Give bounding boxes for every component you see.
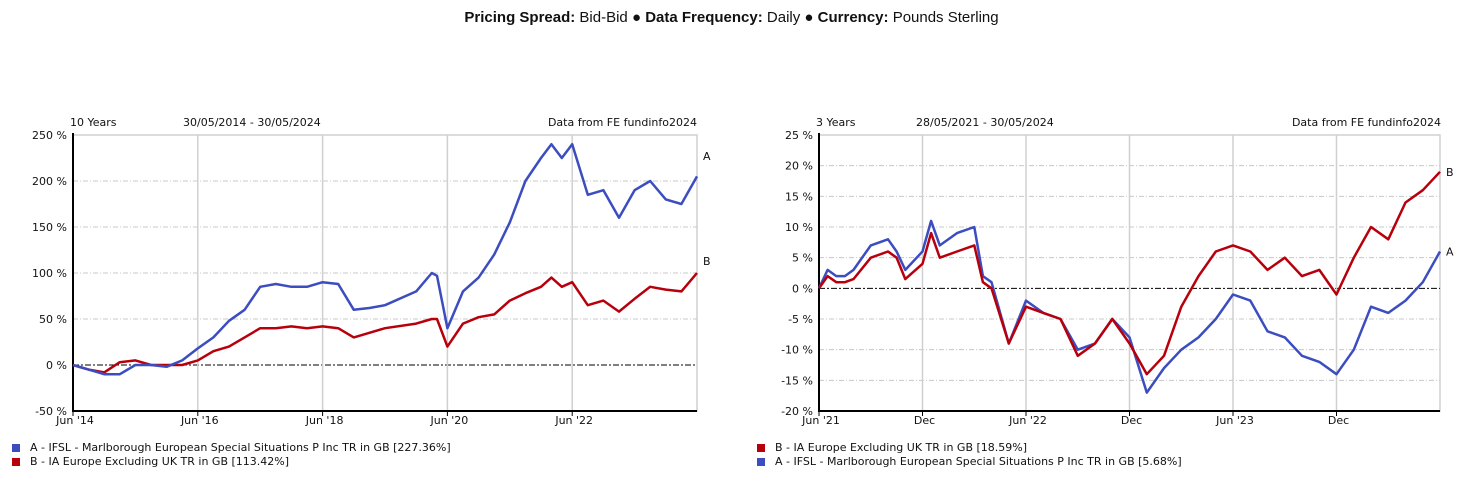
x-tick-label: Dec (1121, 414, 1142, 427)
currency-label: Currency: (817, 9, 889, 26)
y-tick-label: -20 % (781, 405, 813, 418)
x-tick-label: Jun '20 (430, 414, 469, 427)
y-tick-label: 0 % (46, 359, 67, 372)
y-tick-label: 100 % (32, 267, 67, 280)
legend-item: A - IFSL - Marlborough European Special … (757, 455, 1182, 469)
legend-swatch-icon (757, 444, 765, 452)
y-tick-label: 0 % (792, 282, 813, 295)
y-tick-label: 20 % (785, 160, 813, 173)
legend-3-years: B - IA Europe Excluding UK TR in GB [18.… (757, 441, 1182, 469)
y-tick-label: 50 % (39, 313, 67, 326)
x-tick-label: Dec (1328, 414, 1349, 427)
data-source: Data from FE fundinfo2024 (1292, 116, 1441, 129)
legend-item: A - IFSL - Marlborough European Special … (12, 441, 451, 455)
legend-item: B - IA Europe Excluding UK TR in GB [113… (12, 455, 451, 469)
y-tick-label: 10 % (785, 221, 813, 234)
data-frequency-label: Data Frequency: (645, 9, 763, 26)
period-label: 10 Years (70, 116, 117, 129)
x-tick-label: Jun '22 (1008, 414, 1047, 427)
pricing-spread-label: Pricing Spread: (464, 9, 576, 26)
x-tick-label: Jun '22 (554, 414, 593, 427)
legend-swatch-icon (12, 458, 20, 466)
x-tick-label: Jun '21 (801, 414, 840, 427)
y-tick-label: 25 % (785, 129, 813, 142)
y-tick-label: 150 % (32, 221, 67, 234)
y-tick-label: 200 % (32, 175, 67, 188)
x-tick-label: Jun '23 (1215, 414, 1254, 427)
y-tick-label: -15 % (781, 374, 813, 387)
legend-swatch-icon (757, 458, 765, 466)
chart-header: Pricing Spread: Bid-Bid ● Data Frequency… (0, 9, 1463, 26)
separator-2: ● (804, 9, 814, 26)
series-end-label: A (703, 150, 711, 163)
series-line-b (817, 170, 1441, 376)
period-label: 3 Years (816, 116, 856, 129)
x-tick-label: Dec (914, 414, 935, 427)
legend-swatch-icon (12, 444, 20, 452)
legend-10-years: A - IFSL - Marlborough European Special … (12, 441, 451, 469)
legend-label: A - IFSL - Marlborough European Special … (775, 455, 1182, 468)
series-end-label: B (1446, 166, 1454, 179)
y-tick-label: -50 % (35, 405, 67, 418)
x-tick-label: Jun '14 (55, 414, 94, 427)
legend-label: B - IA Europe Excluding UK TR in GB [113… (30, 455, 290, 468)
chart-0: 10 Years 30/05/2014 - 30/05/2024 Data from… (32, 116, 711, 427)
y-tick-label: -5 % (788, 313, 813, 326)
data-source: Data from FE fundinfo2024 (548, 116, 697, 129)
legend-item: B - IA Europe Excluding UK TR in GB [18.… (757, 441, 1182, 455)
series-line-a (817, 219, 1442, 394)
y-tick-label: 250 % (32, 129, 67, 142)
series-line-a (72, 142, 699, 376)
series-line-b (72, 272, 698, 374)
legend-label: B - IA Europe Excluding UK TR in GB [18.… (775, 441, 1028, 454)
separator-1: ● (631, 9, 642, 26)
pricing-spread-value: Bid-Bid (579, 9, 628, 26)
date-range: 30/05/2014 - 30/05/2024 (183, 116, 321, 129)
chart-1: 3 Years 28/05/2021 - 30/05/2024 Data from … (781, 116, 1454, 427)
x-tick-label: Jun '16 (180, 414, 219, 427)
y-tick-label: 5 % (792, 252, 813, 265)
series-end-label: B (703, 255, 711, 268)
data-frequency-value: Daily (766, 9, 801, 26)
y-tick-label: -10 % (781, 344, 813, 357)
currency-value: Pounds Sterling (892, 9, 999, 26)
date-range: 28/05/2021 - 30/05/2024 (916, 116, 1054, 129)
series-end-label: A (1446, 246, 1454, 259)
x-tick-label: Jun '18 (305, 414, 344, 427)
legend-label: A - IFSL - Marlborough European Special … (30, 441, 451, 454)
y-tick-label: 15 % (785, 190, 813, 203)
